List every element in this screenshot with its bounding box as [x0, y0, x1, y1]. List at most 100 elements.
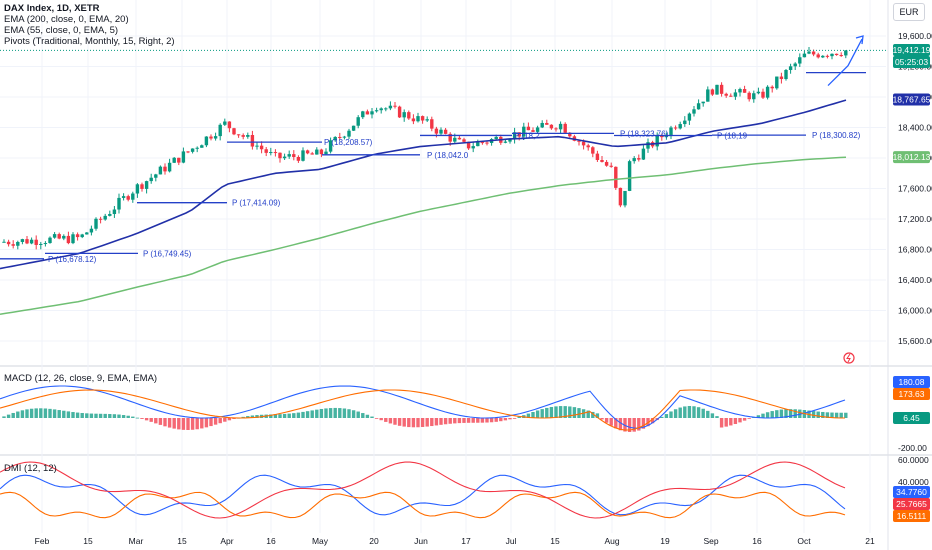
macd-histogram-bar — [121, 415, 126, 418]
candle-body — [747, 92, 751, 100]
candle-body — [278, 152, 282, 159]
macd-histogram-bar — [609, 418, 613, 426]
time-tick-label: 15 — [550, 536, 560, 546]
macd-histogram-bar — [397, 418, 402, 426]
candle-body — [209, 136, 213, 139]
macd-histogram-bar — [393, 418, 397, 425]
macd-histogram-bar — [439, 418, 443, 425]
macd-histogram-bar — [761, 413, 765, 418]
macd-histogram-bar — [2, 416, 6, 418]
candle-body — [632, 158, 636, 162]
candle-body — [430, 119, 434, 129]
macd-histogram-bar — [218, 418, 222, 424]
dmi-pane[interactable] — [0, 461, 846, 519]
macd-histogram-bar — [535, 410, 540, 418]
candle-body — [338, 136, 342, 138]
currency-button[interactable]: EUR — [893, 3, 925, 21]
macd-histogram-bar — [342, 408, 347, 418]
macd-histogram-bar — [825, 412, 830, 418]
forecast-arrow — [827, 38, 863, 87]
macd-histogram-bar — [457, 418, 462, 424]
macd-histogram-bar — [788, 409, 793, 418]
candle-body — [609, 165, 613, 167]
price-tick-label: 16,000.00 — [898, 306, 932, 316]
candle-body — [545, 122, 549, 125]
candle-body — [347, 130, 351, 137]
macd-histogram-bar — [586, 410, 590, 418]
macd-histogram-bar — [453, 418, 457, 424]
candle-body — [255, 145, 259, 147]
candle-body — [761, 91, 765, 98]
candle-body — [839, 55, 843, 57]
candle-body — [48, 237, 52, 244]
macd-histogram-bar — [158, 418, 163, 425]
dmi-plus-line — [0, 474, 846, 516]
candle-body — [434, 128, 439, 134]
macd-histogram-bar — [747, 418, 751, 419]
candle-body — [66, 235, 71, 244]
macd-histogram-bar — [443, 418, 448, 425]
candle-body — [485, 142, 489, 144]
time-tick-label: Aug — [604, 536, 619, 546]
candle-body — [614, 166, 618, 188]
macd-histogram-bar — [98, 413, 103, 418]
candle-body — [25, 239, 29, 244]
candle-body — [623, 190, 627, 206]
macd-histogram-bar — [779, 409, 784, 418]
macd-histogram-bar — [140, 418, 144, 419]
price-pane[interactable]: P (16,678.12) P (16,749.45) P (17,414.09) P… — [0, 35, 886, 364]
macd-histogram-bar — [154, 418, 158, 424]
macd-histogram-bar — [204, 418, 209, 428]
candle-body — [673, 127, 678, 129]
macd-histogram-bar — [181, 418, 186, 430]
macd-histogram-bar — [471, 418, 475, 423]
candle-body — [591, 147, 595, 154]
dmi-legend: DMI (12, 12) — [4, 463, 57, 474]
candle-body — [618, 187, 623, 206]
candle-body — [581, 141, 586, 146]
candle-body — [98, 218, 103, 220]
candle-body — [503, 141, 508, 143]
macd-histogram-bar — [328, 408, 333, 418]
candle-body — [466, 141, 471, 149]
macd-histogram-bar — [250, 415, 255, 418]
macd-histogram-bar — [733, 418, 738, 425]
candle-body — [236, 134, 241, 136]
macd-histogram-bar — [729, 418, 733, 426]
macd-histogram-bar — [200, 418, 204, 429]
candle-body — [374, 110, 379, 112]
macd-histogram-bar — [692, 406, 696, 418]
macd-pane[interactable] — [0, 385, 848, 432]
candle-body — [457, 137, 462, 140]
signal-line — [0, 389, 845, 431]
candle-body — [158, 166, 163, 175]
macd-histogram-bar — [75, 412, 80, 418]
candle-body — [154, 174, 158, 178]
macd-histogram-bar — [756, 415, 761, 418]
pivot-label: P (18,300.82) — [812, 131, 861, 140]
macd-histogram-bar — [489, 418, 494, 423]
macd-histogram-bar — [434, 418, 439, 426]
candle-body — [144, 181, 149, 189]
macd-histogram-bar — [287, 413, 291, 418]
macd-histogram-bar — [512, 418, 517, 419]
macd-histogram-bar — [531, 411, 535, 418]
countdown-badge — [893, 56, 930, 68]
macd-histogram-bar — [388, 418, 393, 424]
dmi-tick-label: 40.0000 — [898, 477, 929, 487]
macd-histogram-bar — [301, 411, 305, 418]
candle-body — [480, 142, 485, 144]
macd-histogram-bar — [683, 406, 687, 418]
candle-body — [655, 135, 659, 147]
candle-body — [696, 103, 701, 110]
macd-histogram-bar — [480, 418, 485, 423]
macd-histogram-bar — [190, 418, 195, 430]
time-tick-label: 15 — [177, 536, 187, 546]
macd-histogram-bar — [517, 416, 521, 418]
candle-body — [131, 193, 135, 200]
candle-body — [710, 89, 715, 95]
candle-body — [669, 127, 673, 137]
pivot-label: P (18,2 — [514, 131, 540, 140]
candle-body — [715, 84, 719, 95]
